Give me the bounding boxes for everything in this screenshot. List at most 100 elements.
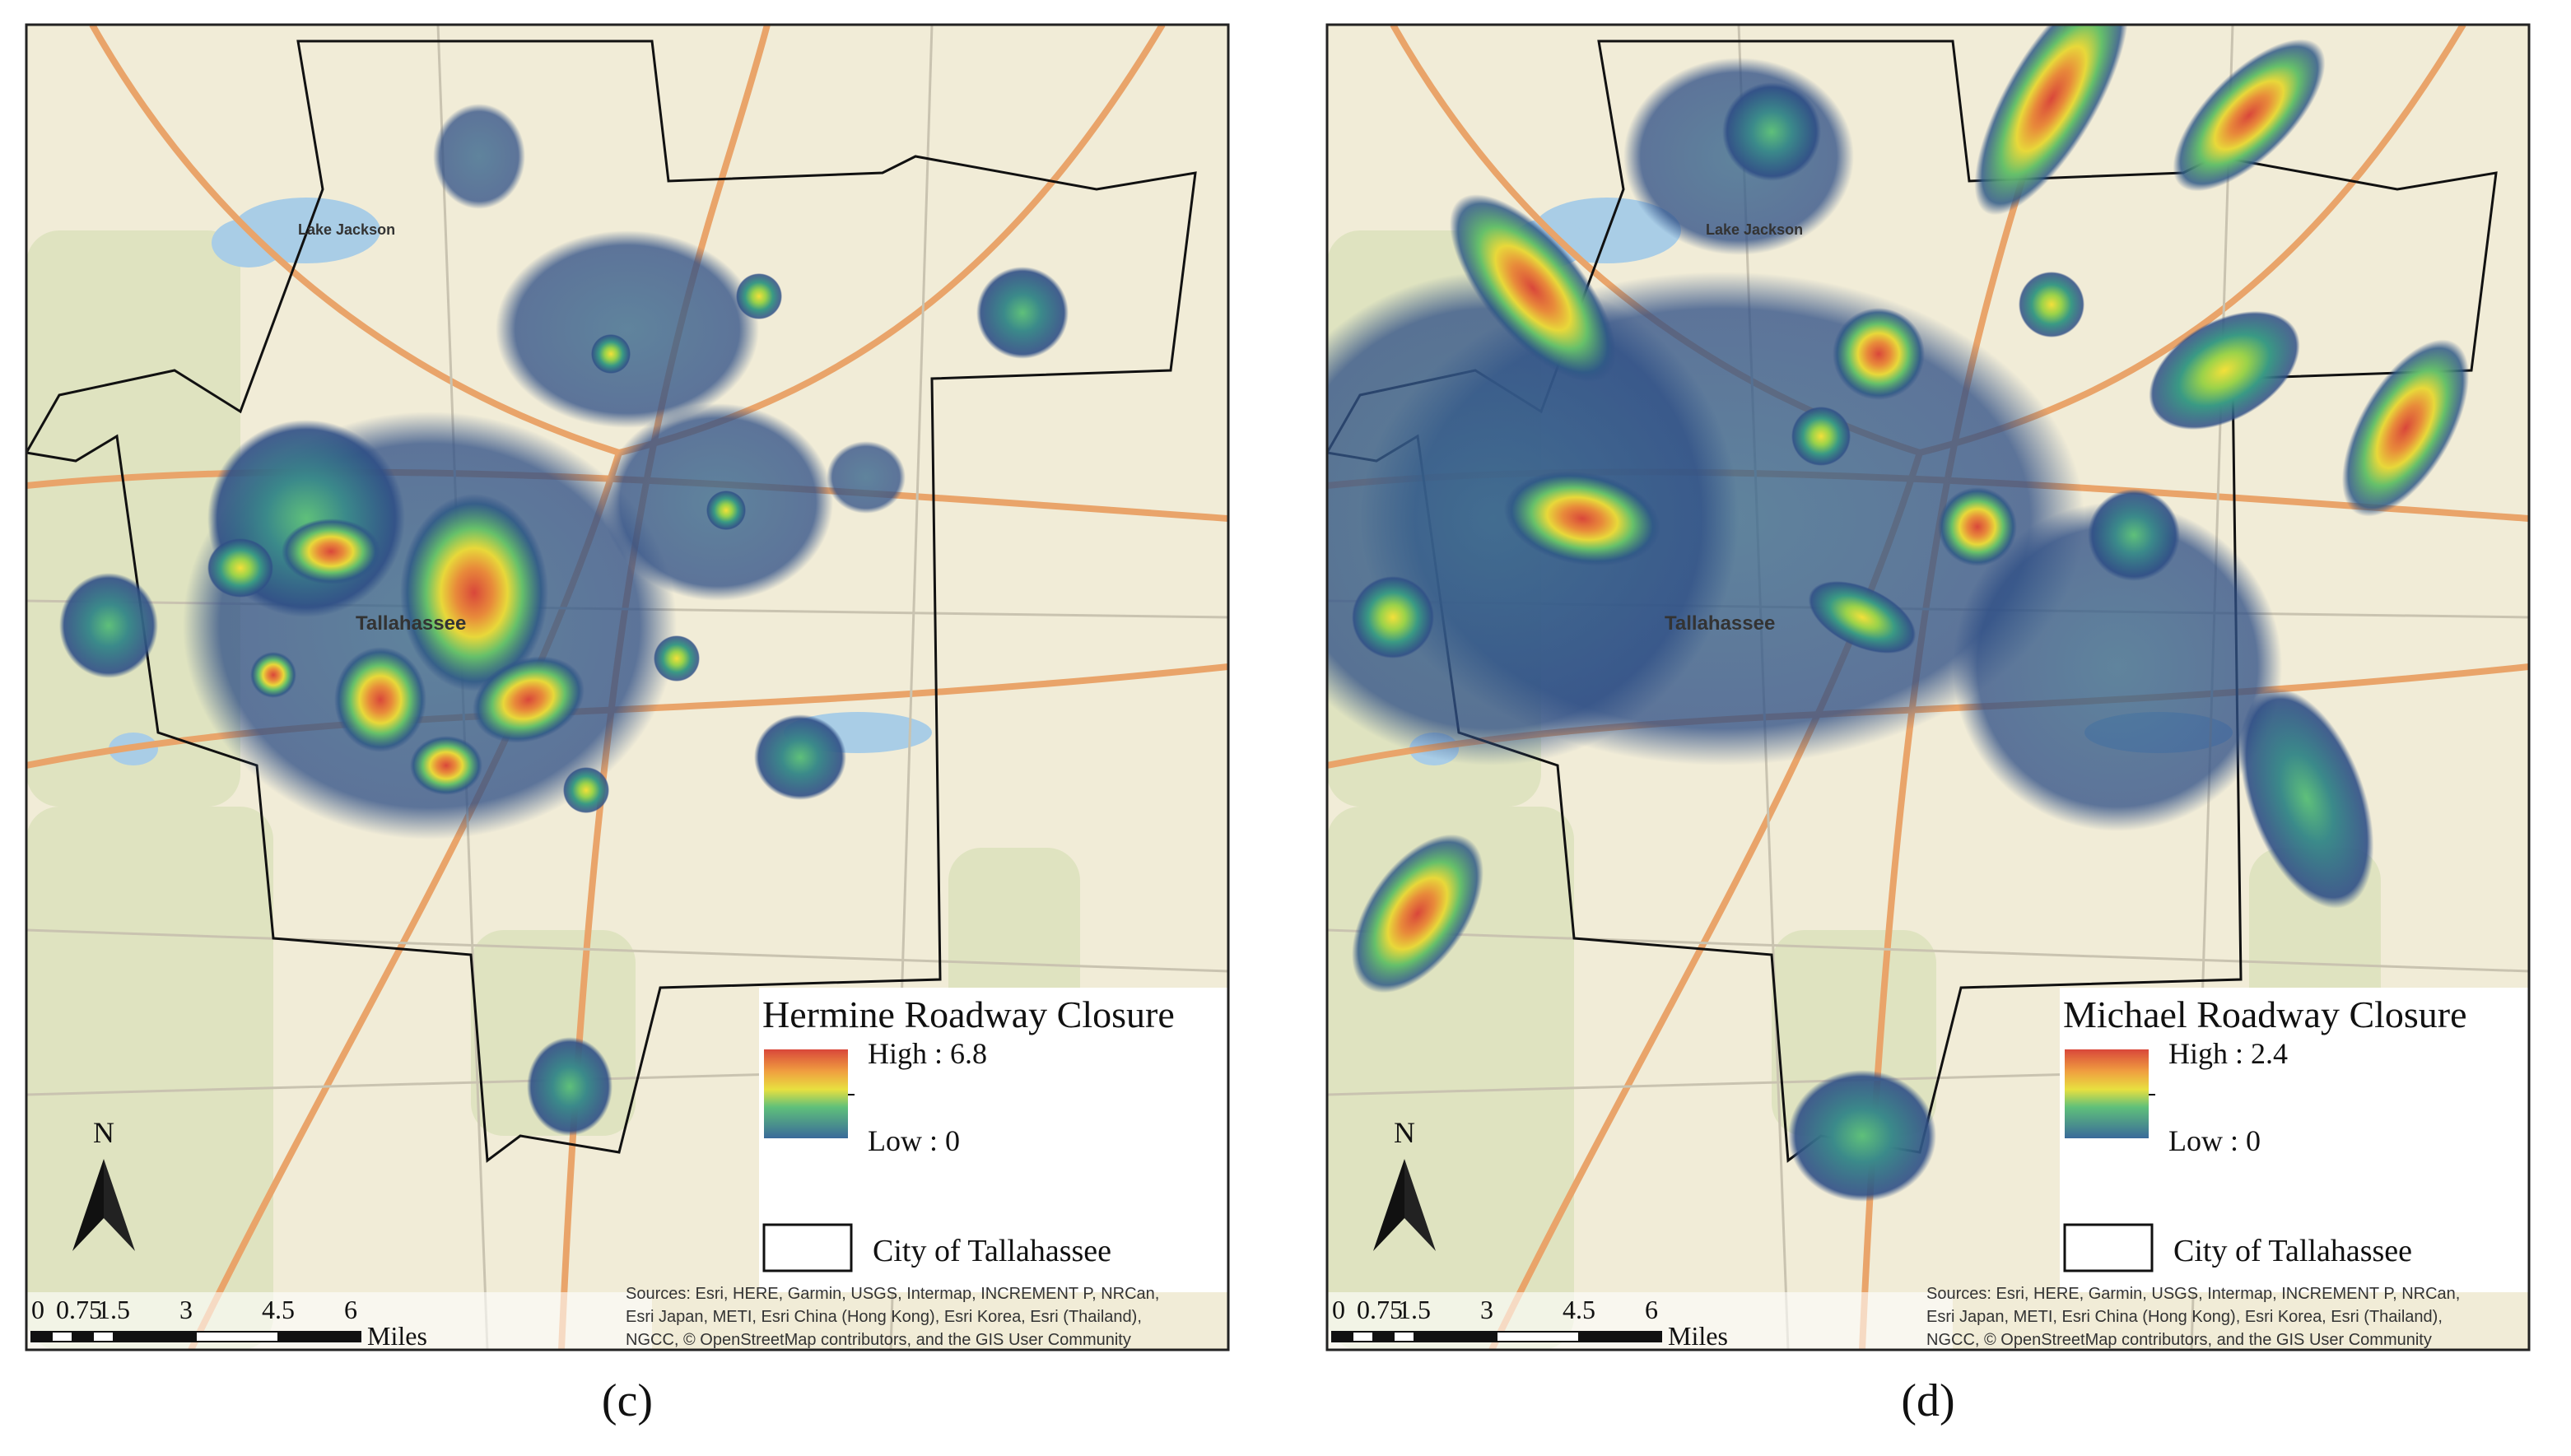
heat-blob xyxy=(250,652,296,698)
boundary-swatch xyxy=(762,1223,853,1272)
heat-blob xyxy=(654,635,700,681)
map: Tallahassee Lake Jackson xyxy=(26,25,1228,1350)
legend-ramp xyxy=(2065,1049,2149,1138)
heat-blob xyxy=(827,441,906,514)
heat-blob xyxy=(2341,339,2470,517)
scale-label: 0.75 xyxy=(1357,1295,1403,1324)
scale-segment xyxy=(72,1331,94,1342)
scale-segment xyxy=(1372,1331,1395,1342)
heat-blob xyxy=(1503,471,1661,566)
scale-unit: Miles xyxy=(1668,1321,1728,1351)
panel-frame xyxy=(1325,23,2531,1351)
minor-road xyxy=(26,928,1228,973)
city-boundary xyxy=(26,40,1197,1163)
legend-title: Hermine Roadway Closure xyxy=(762,993,1175,1035)
heat-blob xyxy=(706,491,746,530)
scale-segment xyxy=(30,1331,53,1342)
legend-high: High : 2.4 xyxy=(2168,1037,2288,1070)
place-label: Tallahassee xyxy=(356,612,466,635)
heat-blob xyxy=(1327,272,1739,765)
minor-road xyxy=(1327,928,2529,973)
sources-text: NGCC, © OpenStreetMap contributors, and … xyxy=(626,1331,1131,1349)
heat-blob xyxy=(2149,310,2300,430)
heat-blob xyxy=(1352,576,1434,658)
heat-blob xyxy=(496,230,759,428)
heat-blob xyxy=(976,267,1069,359)
panel-label: (c) xyxy=(602,1375,653,1426)
heat-blob xyxy=(334,647,426,752)
legend-ramp xyxy=(764,1049,848,1138)
scale-segment xyxy=(113,1331,197,1342)
heat-blob xyxy=(410,736,482,795)
scale-segment xyxy=(1578,1331,1662,1342)
heat-blob xyxy=(527,1037,612,1136)
place-label: Lake Jackson xyxy=(298,221,395,238)
heat-blob xyxy=(591,334,631,374)
boundary-swatch xyxy=(2063,1223,2154,1272)
legend-title: Michael Roadway Closure xyxy=(2063,993,2467,1035)
heat-blob xyxy=(1449,194,1617,382)
scale-segment xyxy=(277,1331,361,1342)
heat-blob xyxy=(754,714,846,800)
scale-label: 0 xyxy=(31,1295,44,1324)
north-arrow xyxy=(104,1159,135,1251)
place-label: Tallahassee xyxy=(1665,612,1775,635)
sources-text: NGCC, © OpenStreetMap contributors, and … xyxy=(1926,1331,2432,1349)
heat-blob xyxy=(59,573,158,678)
scale-segment xyxy=(1393,1331,1415,1342)
sources-text: Esri Japan, METI, Esri China (Hong Kong)… xyxy=(1926,1308,2443,1326)
heat-blob xyxy=(2239,688,2374,909)
map-panel: Tallahassee Lake Jackson Michael Roadway C… xyxy=(1325,23,2531,1426)
lake xyxy=(212,218,286,267)
sources-text: Sources: Esri, HERE, Garmin, USGS, Inter… xyxy=(1926,1285,2460,1303)
heat-blob xyxy=(1352,834,1483,993)
boundary-label: City of Tallahassee xyxy=(873,1234,1111,1268)
heat-blob xyxy=(2019,272,2084,337)
scale-segment xyxy=(1331,1331,1353,1342)
scale-segment xyxy=(1414,1331,1497,1342)
scale-segment xyxy=(51,1331,73,1342)
scale-label: 6 xyxy=(344,1295,357,1324)
scale-label: 1.5 xyxy=(1398,1295,1431,1324)
heat-blob xyxy=(282,519,380,584)
scale-label: 0 xyxy=(1332,1295,1345,1324)
road xyxy=(89,25,621,456)
legend-low: Low : 0 xyxy=(868,1124,960,1157)
heat-blob xyxy=(400,494,548,691)
heat-blob xyxy=(1788,1070,1936,1202)
heat-blob xyxy=(473,656,585,743)
scale-label: 3 xyxy=(179,1295,193,1324)
heat-blob xyxy=(2088,489,2180,581)
heat-blob xyxy=(1974,25,2129,216)
heat-blob xyxy=(1722,82,1821,181)
panel-label: (d) xyxy=(1901,1375,1954,1426)
scale-label: 3 xyxy=(1480,1295,1493,1324)
heat-blob xyxy=(1953,502,2282,831)
heat-blob xyxy=(2173,39,2326,192)
map-panel: Tallahassee Lake Jackson Hermine Roadway C… xyxy=(25,23,1230,1426)
scale-label: 4.5 xyxy=(1563,1295,1595,1324)
sources-text: Esri Japan, METI, Esri China (Hong Kong)… xyxy=(626,1308,1142,1326)
north-arrow xyxy=(72,1159,104,1251)
north-arrow xyxy=(1373,1159,1404,1251)
heat-blob xyxy=(736,273,782,319)
forest-area xyxy=(26,807,273,1350)
north-label: N xyxy=(93,1116,114,1149)
scale-label: 4.5 xyxy=(262,1295,295,1324)
heat-blob xyxy=(1808,580,1917,654)
boundary-label: City of Tallahassee xyxy=(2173,1234,2412,1268)
scale-segment xyxy=(1496,1331,1580,1342)
scale-unit: Miles xyxy=(367,1321,427,1351)
legend-high: High : 6.8 xyxy=(868,1037,987,1070)
place-label: Lake Jackson xyxy=(1706,221,1803,238)
heat-blob xyxy=(433,104,525,209)
heat-blob xyxy=(207,538,273,598)
scale-segment xyxy=(1352,1331,1374,1342)
scale-segment xyxy=(195,1331,279,1342)
heat-blob xyxy=(1791,407,1851,466)
scale-segment xyxy=(92,1331,114,1342)
legend-low: Low : 0 xyxy=(2168,1124,2261,1157)
north-label: N xyxy=(1394,1116,1415,1149)
